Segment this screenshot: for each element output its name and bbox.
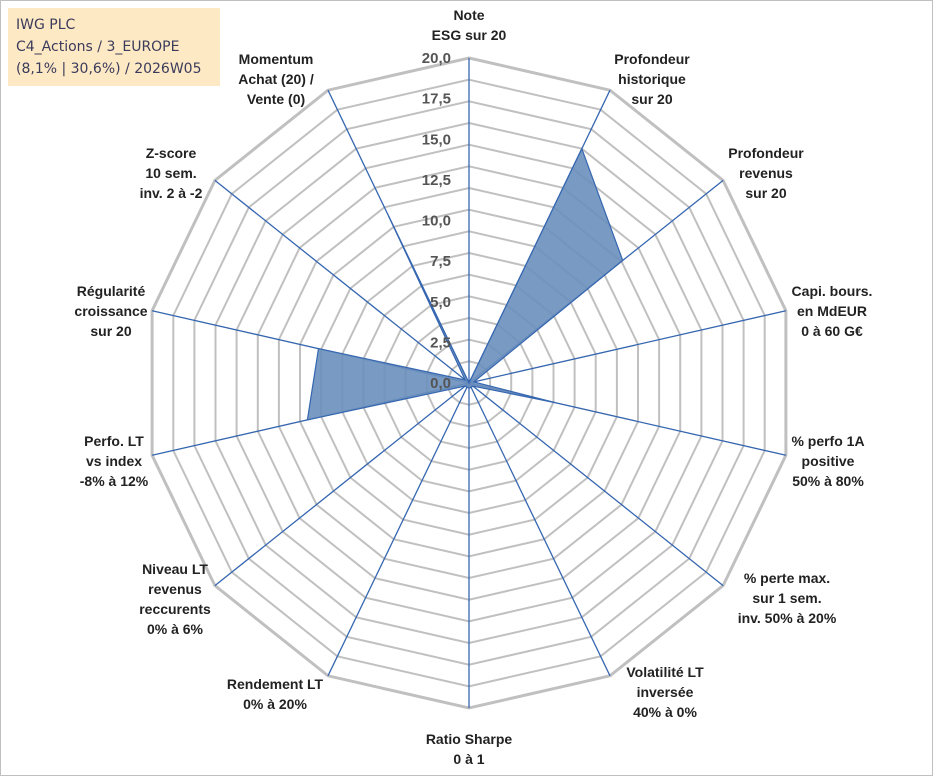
- data-series-area: [306, 147, 624, 421]
- tick-label: 15,0: [422, 131, 451, 148]
- axis-label: % perte max. sur 1 sem. inv. 50% à 20%: [738, 570, 837, 626]
- tick-label: 20,0: [422, 50, 451, 67]
- axis-label: Z-score 10 sem. inv. 2 à -2: [140, 145, 203, 201]
- axis-label-line: Z-score: [146, 145, 197, 161]
- axis-label-line: revenus: [739, 165, 793, 181]
- axis-label: Profondeur historique sur 20: [614, 51, 690, 107]
- axis-label-line: sur 20: [631, 91, 672, 107]
- axis-label-line: sur 1 sem.: [752, 590, 821, 606]
- axis-label-line: 0% à 20%: [243, 696, 307, 712]
- axis-label-line: Régularité: [77, 283, 146, 299]
- axis-label-line: 0 à 60 G€: [801, 323, 863, 339]
- axis-label-line: sur 20: [745, 185, 786, 201]
- axis-label-line: -8% à 12%: [80, 473, 149, 489]
- axis-label-line: Niveau LT: [142, 561, 208, 577]
- axis-label-line: historique: [618, 71, 686, 87]
- axis-spoke: [468, 382, 611, 677]
- axis-label: Perfo. LT vs index -8% à 12%: [80, 433, 149, 489]
- axis-label-line: Momentum: [239, 51, 314, 67]
- axis-label-line: Achat (20) /: [238, 71, 314, 87]
- axis-spoke: [214, 179, 470, 384]
- axis-label-line: 10 sem.: [145, 165, 196, 181]
- axis-label: Note ESG sur 20: [432, 7, 507, 43]
- axis-label-line: positive: [802, 453, 855, 469]
- axis-label-line: en MdEUR: [797, 303, 867, 319]
- stats-period: (8,1% | 30,6%) / 2026W05: [16, 61, 202, 77]
- axis-label-line: revenus: [148, 581, 202, 597]
- axis-label-line: Volatilité LT: [626, 664, 704, 680]
- axis-label-line: % perte max.: [744, 570, 830, 586]
- tick-label: 10,0: [422, 213, 451, 230]
- chart-header: IWG PLC C4_Actions / 3_EUROPE (8,1% | 30…: [8, 8, 220, 86]
- axis-label-line: inversée: [637, 684, 694, 700]
- axis-label-line: 50% à 80%: [792, 473, 864, 489]
- axis-label-line: Profondeur: [728, 145, 804, 161]
- portfolio-path: C4_Actions / 3_EUROPE: [16, 39, 180, 55]
- axis-spoke: [327, 382, 470, 677]
- axis-label-line: % perfo 1A: [791, 433, 864, 449]
- axis-label-line: 0% à 6%: [147, 621, 204, 637]
- axis-label-line: Ratio Sharpe: [426, 731, 513, 747]
- axis-label: Volatilité LT inversée 40% à 0%: [626, 664, 704, 720]
- axis-label-line: Perfo. LT: [84, 433, 144, 449]
- axis-label: Rendement LT 0% à 20%: [227, 676, 324, 712]
- axis-label: Profondeur revenus sur 20: [728, 145, 804, 201]
- axis-label-line: 40% à 0%: [633, 704, 697, 720]
- axis-label: Niveau LT revenus reccurents 0% à 6%: [139, 561, 211, 637]
- axis-label-line: Vente (0): [247, 91, 305, 107]
- tick-label: 0,0: [430, 375, 451, 392]
- axis-label: % perfo 1A positive 50% à 80%: [791, 433, 864, 489]
- tick-label: 2,5: [430, 334, 451, 351]
- axis-label: Capi. bours. en MdEUR 0 à 60 G€: [792, 283, 873, 339]
- tick-label: 17,5: [422, 91, 451, 108]
- axis-spoke: [468, 382, 724, 587]
- axis-label-line: inv. 50% à 20%: [738, 610, 837, 626]
- axis-label-line: inv. 2 à -2: [140, 185, 203, 201]
- axis-label-line: 0 à 1: [453, 751, 484, 767]
- tick-label: 7,5: [430, 253, 451, 270]
- axis-label-line: Rendement LT: [227, 676, 324, 692]
- axis-label: Régularité croissance sur 20: [74, 283, 147, 339]
- axis-label-line: Profondeur: [614, 51, 690, 67]
- axis-label: Momentum Achat (20) / Vente (0): [238, 51, 314, 107]
- axis-spoke: [468, 310, 787, 384]
- axis-label-line: Note: [453, 7, 484, 23]
- axis-label-line: croissance: [74, 303, 147, 319]
- axis-label-line: sur 20: [90, 323, 131, 339]
- axis-spoke: [214, 382, 470, 587]
- axis-label-line: Capi. bours.: [792, 283, 873, 299]
- tick-label: 5,0: [430, 294, 451, 311]
- tick-label: 12,5: [422, 172, 451, 189]
- axis-label-line: reccurents: [139, 601, 211, 617]
- axis-label-line: vs index: [86, 453, 142, 469]
- axis-label: Ratio Sharpe 0 à 1: [426, 731, 513, 767]
- company-name: IWG PLC: [16, 17, 76, 33]
- axis-label-line: ESG sur 20: [432, 27, 507, 43]
